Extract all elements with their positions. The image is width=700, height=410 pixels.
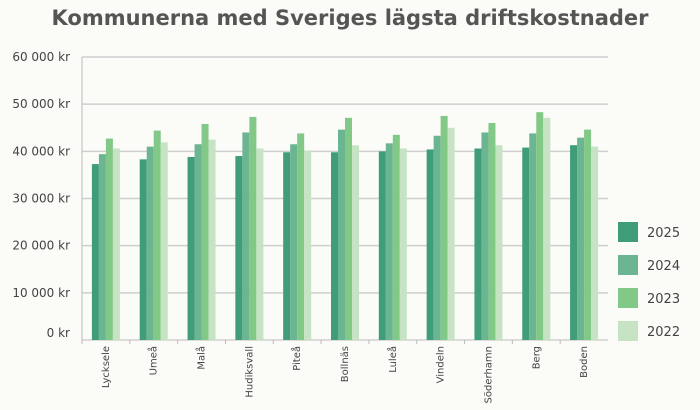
- bar-2024: [577, 137, 585, 340]
- bar-2024: [529, 133, 537, 340]
- bar-2025: [570, 145, 578, 340]
- bar-2023: [201, 123, 209, 340]
- y-tick-label: 0 kr: [47, 326, 70, 340]
- bar-2025: [522, 147, 530, 340]
- bar-2025: [139, 159, 147, 340]
- bar-2023: [440, 115, 448, 340]
- y-tick-label: 10 000 kr: [12, 286, 70, 300]
- bar-2022: [399, 148, 407, 340]
- x-tick-label: Vindeln: [436, 346, 447, 383]
- chart-title: Kommunerna med Sveriges lägsta driftskos…: [51, 6, 649, 30]
- y-tick-label: 40 000 kr: [12, 144, 70, 158]
- bar-2023: [345, 117, 352, 340]
- x-tick-label: Umeå: [147, 346, 160, 375]
- bar-2025: [187, 156, 195, 340]
- legend-label: 2023: [647, 292, 680, 307]
- legend-label: 2022: [647, 325, 680, 340]
- bar-2023: [488, 123, 496, 341]
- bar-2024: [98, 154, 106, 340]
- bar-2022: [256, 148, 264, 340]
- bar-2024: [242, 132, 250, 340]
- x-tick-label: Hudiksvall: [244, 346, 255, 398]
- bar-2023: [584, 129, 592, 340]
- bar-2023: [297, 133, 305, 340]
- bar-2025: [283, 152, 291, 340]
- bar-2024: [385, 143, 393, 340]
- y-tick-label: 30 000 kr: [12, 192, 70, 206]
- bar-2024: [194, 144, 202, 340]
- bar-2022: [112, 148, 120, 340]
- bar-2025: [91, 164, 99, 340]
- x-tick-label: Piteå: [290, 346, 303, 371]
- bar-2023: [105, 138, 113, 340]
- legend-label: 2024: [647, 259, 680, 274]
- legend-label: 2025: [647, 226, 680, 241]
- y-tick-label: 20 000 kr: [12, 239, 70, 253]
- x-tick-label: Boden: [579, 346, 590, 378]
- x-tick-label: Luleå: [386, 346, 399, 373]
- bar-2022: [591, 146, 599, 340]
- y-tick-label: 60 000 kr: [12, 50, 70, 64]
- bar-2024: [290, 144, 298, 340]
- x-tick-label: Söderhamn: [483, 346, 494, 403]
- bar-2024: [481, 132, 489, 340]
- bar-2024: [338, 129, 345, 340]
- x-tick-label: Lycksele: [101, 346, 112, 388]
- legend-swatch: [618, 222, 638, 242]
- bar-2022: [447, 127, 455, 340]
- bar-2024: [146, 146, 154, 340]
- x-tick-label: Malå: [195, 346, 208, 370]
- bar-2022: [304, 150, 312, 340]
- bar-2024: [433, 135, 441, 340]
- bar-2025: [426, 149, 434, 340]
- bar-2022: [543, 117, 551, 340]
- y-tick-label: 50 000 kr: [12, 97, 70, 111]
- bar-2022: [208, 139, 216, 340]
- bar-2022: [160, 142, 168, 340]
- bar-2022: [352, 145, 359, 340]
- bar-2025: [331, 152, 338, 340]
- bar-2023: [153, 130, 161, 340]
- x-tick-label: Bollnäs: [340, 346, 351, 382]
- legend-swatch: [618, 255, 638, 275]
- bar-2022: [495, 145, 503, 340]
- bar-2025: [378, 151, 386, 340]
- bar-2023: [536, 112, 544, 340]
- x-tick-label: Berg: [531, 346, 542, 369]
- legend-swatch: [618, 288, 638, 308]
- bar-2023: [392, 134, 400, 340]
- bar-2025: [474, 148, 482, 340]
- bar-2023: [249, 116, 257, 340]
- bar-2025: [235, 156, 243, 340]
- legend-swatch: [618, 321, 638, 341]
